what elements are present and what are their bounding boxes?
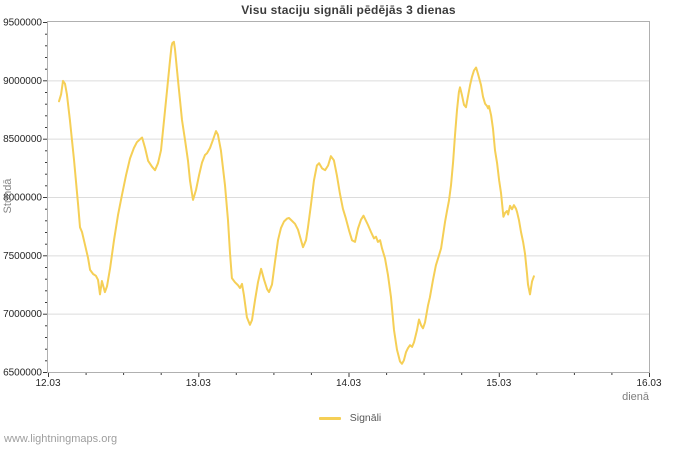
chart-title: Visu staciju signāli pēdējās 3 dienas [241, 3, 456, 17]
x-tick-label: 16.03 [636, 378, 661, 389]
x-axis-title: dienā [622, 391, 649, 403]
watermark: www.lightningmaps.org [4, 433, 118, 445]
y-axis-title: Stundā [2, 178, 14, 214]
y-tick-label: 9000000 [3, 76, 42, 87]
y-tick-label: 6500000 [3, 368, 42, 379]
legend-line-swatch [318, 416, 341, 420]
x-tick-label: 15.03 [486, 378, 511, 389]
x-tick-label: 14.03 [336, 378, 361, 389]
y-tick-label: 9500000 [3, 18, 42, 29]
y-tick-label: 7500000 [3, 251, 42, 262]
y-tick-label: 8000000 [3, 193, 42, 204]
y-tick-label: 7000000 [3, 309, 42, 320]
x-tick-label: 12.03 [35, 378, 60, 389]
series-line-Signāli [58, 40, 535, 365]
legend-series-label: Signāli [349, 412, 382, 424]
legend: Signāli [0, 412, 700, 424]
plot-border [47, 21, 650, 373]
x-tick-label: 13.03 [186, 378, 211, 389]
y-tick-label: 8500000 [3, 134, 42, 145]
